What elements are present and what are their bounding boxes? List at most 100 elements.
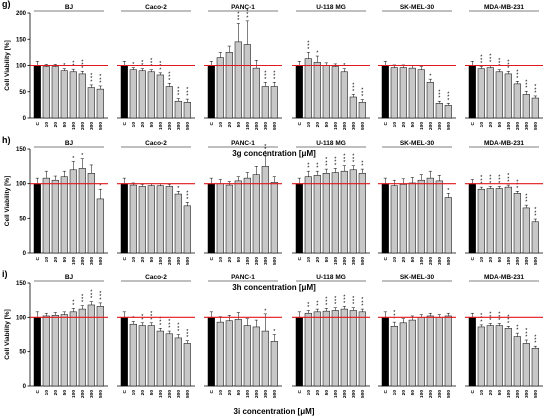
- bar: [468, 65, 476, 119]
- bar: [399, 67, 407, 119]
- significance-star: *: [246, 12, 249, 18]
- significance-star: *: [393, 310, 396, 316]
- x-tick-label: 50: [149, 257, 155, 263]
- significance-star: *: [246, 9, 249, 15]
- x-tick-label: 100: [333, 257, 339, 265]
- x-tick-label: 10: [392, 390, 398, 396]
- significance-star: *: [361, 160, 364, 166]
- x-tick-label: 50: [497, 257, 503, 263]
- significance-star: *: [150, 64, 153, 70]
- significance-star: *: [90, 293, 93, 299]
- bar: [252, 67, 260, 119]
- bar: [138, 70, 146, 119]
- x-tick-label: 50: [149, 122, 155, 128]
- bar: [243, 177, 251, 254]
- significance-star: *: [516, 73, 519, 79]
- significance-star: *: [307, 44, 310, 50]
- panel-title: BJ: [65, 4, 74, 11]
- significance-star: *: [361, 94, 364, 100]
- panel-title: BJ: [65, 140, 74, 147]
- x-tick-label: 20: [488, 122, 494, 128]
- bar: [207, 65, 215, 119]
- significance-star: *: [534, 214, 537, 220]
- x-tick-label: C: [297, 389, 303, 393]
- bar: [69, 71, 77, 119]
- significance-star: *: [168, 71, 171, 77]
- bar: [399, 322, 407, 387]
- significance-star: *: [334, 160, 337, 166]
- significance-star: *: [168, 75, 171, 81]
- x-tick-label: C: [383, 389, 389, 393]
- bar: [270, 182, 278, 254]
- compound-label: 3i: [234, 407, 243, 416]
- x-tick-label: 50: [324, 257, 330, 263]
- x-tick-label: 100: [419, 122, 425, 130]
- panel-title: MDA-MB-231: [484, 4, 524, 11]
- significance-star: *: [352, 302, 355, 308]
- x-tick-label: C: [35, 121, 41, 125]
- significance-star: *: [177, 186, 180, 192]
- bar: [340, 308, 348, 387]
- x-tick-label: 300: [524, 257, 530, 265]
- significance-star: *: [498, 318, 501, 324]
- bar: [42, 315, 50, 387]
- significance-star: *: [507, 173, 510, 179]
- significance-star: *: [334, 296, 337, 302]
- bar: [51, 315, 59, 387]
- bar: [42, 177, 50, 254]
- y-tick-label: 100: [16, 182, 27, 188]
- significance-star: *: [525, 83, 528, 89]
- x-tick-label: 200: [254, 257, 260, 265]
- bar: [207, 183, 215, 254]
- panel-title: MDA-MB-231: [484, 140, 524, 147]
- significance-star: *: [99, 294, 102, 300]
- bar: [120, 317, 128, 387]
- significance-star: *: [99, 74, 102, 80]
- panel-sk-mel-30: SK-MEL-30C 10 20 50 100*200***300***500: [378, 4, 456, 130]
- x-tick-label: 200: [342, 390, 348, 398]
- bar: [381, 65, 389, 119]
- significance-star: *: [159, 67, 162, 73]
- x-tick-label: 50: [236, 257, 242, 263]
- y-tick-label: 0: [23, 384, 27, 390]
- significance-star: *: [507, 318, 510, 324]
- bar: [225, 184, 233, 254]
- x-tick-label: 50: [410, 390, 416, 396]
- significance-star: *: [498, 58, 501, 64]
- bar: [51, 66, 59, 119]
- panel-sk-mel-30: SK-MEL-30C***10 20 50 100 200 300 500: [378, 274, 456, 398]
- bar: [183, 205, 191, 254]
- significance-star: *: [507, 59, 510, 65]
- bar: [147, 185, 155, 254]
- bar: [486, 67, 494, 119]
- x-tick-label: 10: [44, 122, 50, 128]
- significance-star: *: [516, 76, 519, 82]
- x-tick-label: 300: [263, 390, 269, 398]
- bar: [156, 185, 164, 254]
- x-tick-label: 300: [351, 257, 357, 265]
- bar: [129, 69, 137, 119]
- significance-star: *: [246, 15, 249, 21]
- x-tick-label: C: [209, 389, 215, 393]
- significance-star: *: [489, 60, 492, 66]
- y-tick-label: 150: [16, 281, 27, 287]
- x-tick-label: 300: [176, 257, 182, 265]
- x-tick-label: 200: [428, 390, 434, 398]
- bar: [165, 333, 173, 387]
- bar: [435, 180, 443, 254]
- bar: [78, 168, 86, 254]
- significance-star: *: [498, 178, 501, 184]
- significance-star: *: [81, 153, 84, 159]
- significance-star: *: [525, 86, 528, 92]
- x-tick-label: 10: [306, 257, 312, 263]
- significance-star: *: [150, 311, 153, 317]
- significance-star: *: [264, 144, 267, 150]
- x-tick-label: 50: [236, 390, 242, 396]
- significance-star: *: [525, 331, 528, 337]
- panel-bj: BJ C 10 20 50 * 100 * 200 300 * 500: [30, 140, 108, 265]
- bar: [426, 177, 434, 254]
- x-tick-label: 200: [342, 122, 348, 130]
- significance-star: *: [72, 156, 75, 162]
